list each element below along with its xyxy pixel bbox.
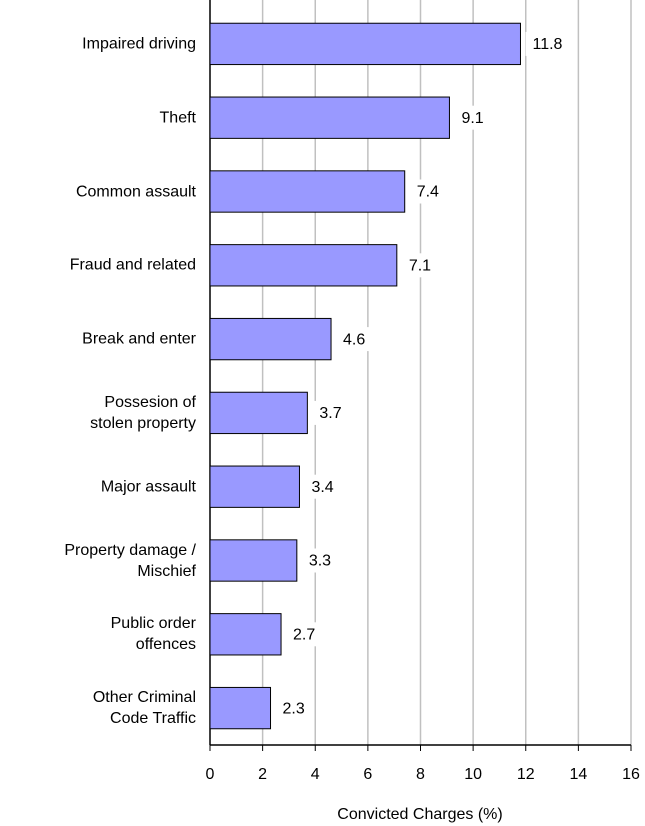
y-tick-label: Break and enter <box>82 330 196 348</box>
x-axis-label: Convicted Charges (%) <box>337 806 502 823</box>
value-label-bg <box>312 400 351 425</box>
value-label: 9.1 <box>461 110 483 127</box>
value-label: 3.7 <box>319 405 341 422</box>
value-label: 2.7 <box>293 627 315 644</box>
bar <box>209 96 450 139</box>
value-label-bg <box>454 105 493 130</box>
y-tick-label: Fraud and related <box>69 256 196 274</box>
bar <box>209 686 272 730</box>
y-tick-label: Theft <box>159 109 196 127</box>
x-tick-label: 8 <box>416 766 425 783</box>
value-label-bg <box>301 548 340 573</box>
bar <box>209 244 398 287</box>
x-tick-label: 4 <box>311 766 320 783</box>
value-label-bg <box>304 474 343 499</box>
value-label: 3.3 <box>309 553 331 570</box>
y-tick-label: Common assault <box>75 183 196 200</box>
value-label-bg <box>275 696 314 721</box>
value-label-bg <box>336 327 375 352</box>
value-label: 11.8 <box>532 36 562 53</box>
x-tick-label: 0 <box>206 766 215 783</box>
value-label: 3.4 <box>311 479 333 496</box>
x-tick-label: 10 <box>464 766 482 783</box>
bar <box>209 317 332 361</box>
value-label: 7.4 <box>417 184 439 201</box>
value-label: 4.6 <box>343 331 365 348</box>
bar <box>209 539 298 582</box>
y-tick-label: Public order offences <box>110 615 196 654</box>
bar <box>209 613 282 656</box>
x-tick-label: 6 <box>363 766 372 783</box>
bar <box>209 465 300 508</box>
y-tick-label: Property damage / Mischief <box>64 541 196 580</box>
y-tick-label: Impaired driving <box>82 35 196 53</box>
value-label: 2.3 <box>283 700 305 717</box>
y-tick-label: Possesion of stolen property <box>90 393 196 432</box>
x-tick-label: 12 <box>517 766 535 783</box>
x-tick-label: 16 <box>622 766 640 783</box>
y-tick-label: Other Criminal Code Traffic <box>92 689 196 728</box>
bar <box>209 170 406 213</box>
bar <box>209 22 521 66</box>
value-label-bg <box>525 31 564 56</box>
value-label-bg <box>286 622 325 647</box>
y-tick-label: Major assault <box>100 478 196 496</box>
bar <box>209 391 308 435</box>
x-tick-label: 14 <box>569 766 587 783</box>
value-label-bg <box>409 179 448 204</box>
x-tick-label: 2 <box>258 766 267 783</box>
value-label: 7.1 <box>409 258 431 275</box>
value-label-bg <box>401 253 440 278</box>
